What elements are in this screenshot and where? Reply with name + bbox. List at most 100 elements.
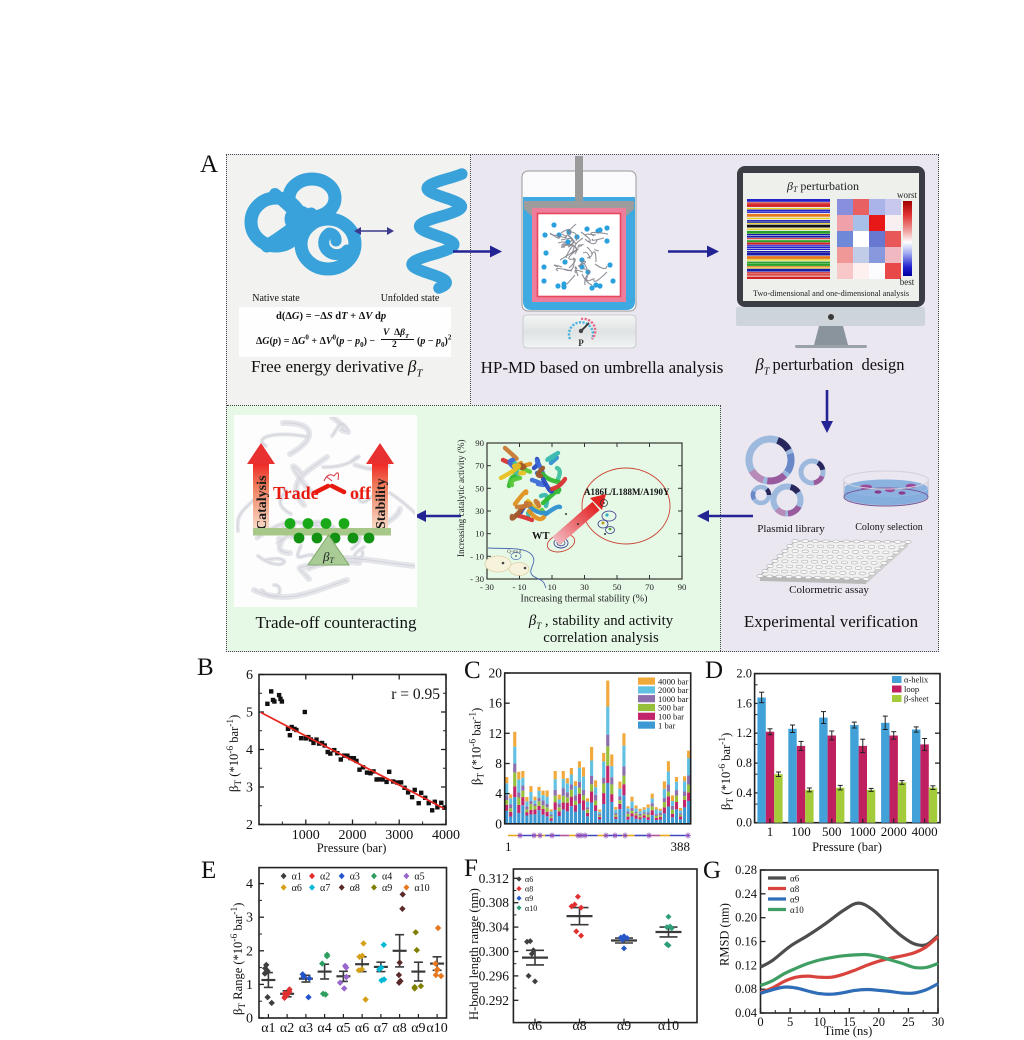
svg-text:90: 90 [678,582,687,592]
svg-text:α9: α9 [382,883,392,894]
svg-text:20: 20 [873,1015,886,1029]
svg-text:2000: 2000 [881,824,907,839]
svg-text:2000 bar: 2000 bar [658,685,688,695]
svg-text:βT (*10-6 bar-1): βT (*10-6 bar-1) [718,733,736,810]
svg-text:500: 500 [822,824,842,839]
svg-text:4000: 4000 [432,828,460,843]
svg-text:500 bar: 500 bar [658,703,684,713]
svg-text:0.24: 0.24 [735,887,758,901]
svg-text:best: best [900,277,915,287]
svg-text:βT Range (*10-6 bar-1): βT Range (*10-6 bar-1) [230,903,248,1015]
svg-text:2.0: 2.0 [736,667,752,681]
svg-text:Two-dimensional and one-dimens: Two-dimensional and one-dimensional anal… [753,289,909,298]
svg-text:P: P [578,338,584,348]
svg-text:5: 5 [787,1015,793,1029]
svg-text:Increasing catalytic activity: Increasing catalytic activity (%) [456,439,466,557]
svg-text:β-sheet: β-sheet [904,694,929,704]
svg-text:15: 15 [843,1015,856,1029]
svg-text:0.4: 0.4 [736,786,752,800]
svg-text:5: 5 [246,706,253,721]
svg-text:Q-mut: Q-mut [507,549,522,555]
svg-text:0: 0 [757,1015,763,1029]
svg-text:70: 70 [645,582,654,592]
svg-text:α7: α7 [374,1021,388,1036]
svg-text:25: 25 [902,1015,915,1029]
svg-text:Pressure (bar): Pressure (bar) [812,840,882,854]
svg-text:Stability: Stability [374,478,389,529]
svg-text:3: 3 [246,781,253,796]
svg-text:α7: α7 [320,883,330,894]
svg-text:- 30: - 30 [480,582,495,592]
svg-text:0: 0 [495,816,502,831]
svg-text:30: 30 [580,582,589,592]
svg-text:α8: α8 [350,883,360,894]
svg-text:0.292: 0.292 [479,993,509,1008]
svg-text:10: 10 [813,1015,826,1029]
svg-text:α9: α9 [617,1019,631,1034]
svg-text:α8: α8 [525,885,533,894]
svg-text:r = 0.95: r = 0.95 [391,686,440,703]
svg-text:βT (*10-6 bar-1): βT (*10-6 bar-1) [226,715,244,792]
svg-text:α3: α3 [350,872,360,883]
svg-text:off: off [350,483,372,503]
svg-text:1 bar: 1 bar [658,720,676,730]
svg-text:30: 30 [932,1015,945,1029]
svg-text:α10: α10 [525,904,537,913]
svg-text:0.20: 0.20 [735,911,757,925]
svg-text:- 30: - 30 [470,574,485,584]
svg-text:12: 12 [489,726,503,741]
svg-text:α2: α2 [280,1021,294,1036]
svg-text:1000: 1000 [850,824,876,839]
svg-text:RMSD (nm): RMSD (nm) [718,903,732,966]
svg-text:1.2: 1.2 [736,726,752,740]
svg-text:20: 20 [489,666,503,681]
svg-text:3: 3 [246,911,253,926]
svg-text:Trade: Trade [273,483,319,503]
svg-text:4: 4 [246,743,253,758]
svg-text:βT (*10-6 bar-1): βT (*10-6 bar-1) [469,708,487,785]
svg-text:0: 0 [246,1012,253,1027]
svg-text:α6: α6 [528,1019,542,1034]
svg-text:α2: α2 [320,872,330,883]
svg-text:0.0: 0.0 [736,816,752,830]
svg-text:α6: α6 [355,1021,369,1036]
svg-text:100: 100 [791,824,811,839]
svg-text:α1: α1 [292,872,302,883]
svg-text:α9: α9 [525,894,533,903]
svg-text:50: 50 [475,483,484,493]
svg-text:2000: 2000 [339,828,367,843]
svg-text:50: 50 [613,582,622,592]
svg-text:90: 90 [475,438,484,448]
svg-text:α5: α5 [414,872,424,883]
svg-text:α3: α3 [299,1021,313,1036]
svg-text:0.300: 0.300 [479,944,510,959]
svg-text:α9: α9 [790,895,800,905]
svg-text:3000: 3000 [385,828,413,843]
svg-text:loop: loop [904,684,919,694]
svg-text:α4: α4 [382,872,392,883]
svg-text:1.6: 1.6 [736,696,752,710]
svg-text:α10: α10 [790,905,804,915]
svg-text:α6: α6 [292,883,302,894]
svg-text:Catalysis: Catalysis [255,475,270,530]
svg-text:0.28: 0.28 [735,863,757,877]
svg-text:4000: 4000 [912,824,938,839]
svg-text:0.304: 0.304 [479,920,510,935]
svg-text:4: 4 [246,877,253,892]
svg-text:0.04: 0.04 [735,1006,758,1020]
svg-text:Pressure (bar): Pressure (bar) [317,841,387,855]
svg-text:α6: α6 [790,874,800,884]
svg-text:2: 2 [246,944,253,959]
svg-text:0.08: 0.08 [735,982,757,996]
svg-text:A186L/L188M/A190Y: A186L/L188M/A190Y [584,487,670,497]
svg-text:8: 8 [495,756,502,771]
svg-text:70: 70 [475,461,484,471]
svg-text:- 10: - 10 [513,582,528,592]
svg-text:1: 1 [246,978,253,993]
svg-text:α5: α5 [336,1021,350,1036]
svg-text:α8: α8 [392,1021,406,1036]
svg-text:H-bond length range (nm): H-bond length range (nm) [467,888,481,1020]
svg-text:4: 4 [495,786,502,801]
svg-text:0.312: 0.312 [479,871,509,886]
svg-text:α10: α10 [414,883,429,894]
